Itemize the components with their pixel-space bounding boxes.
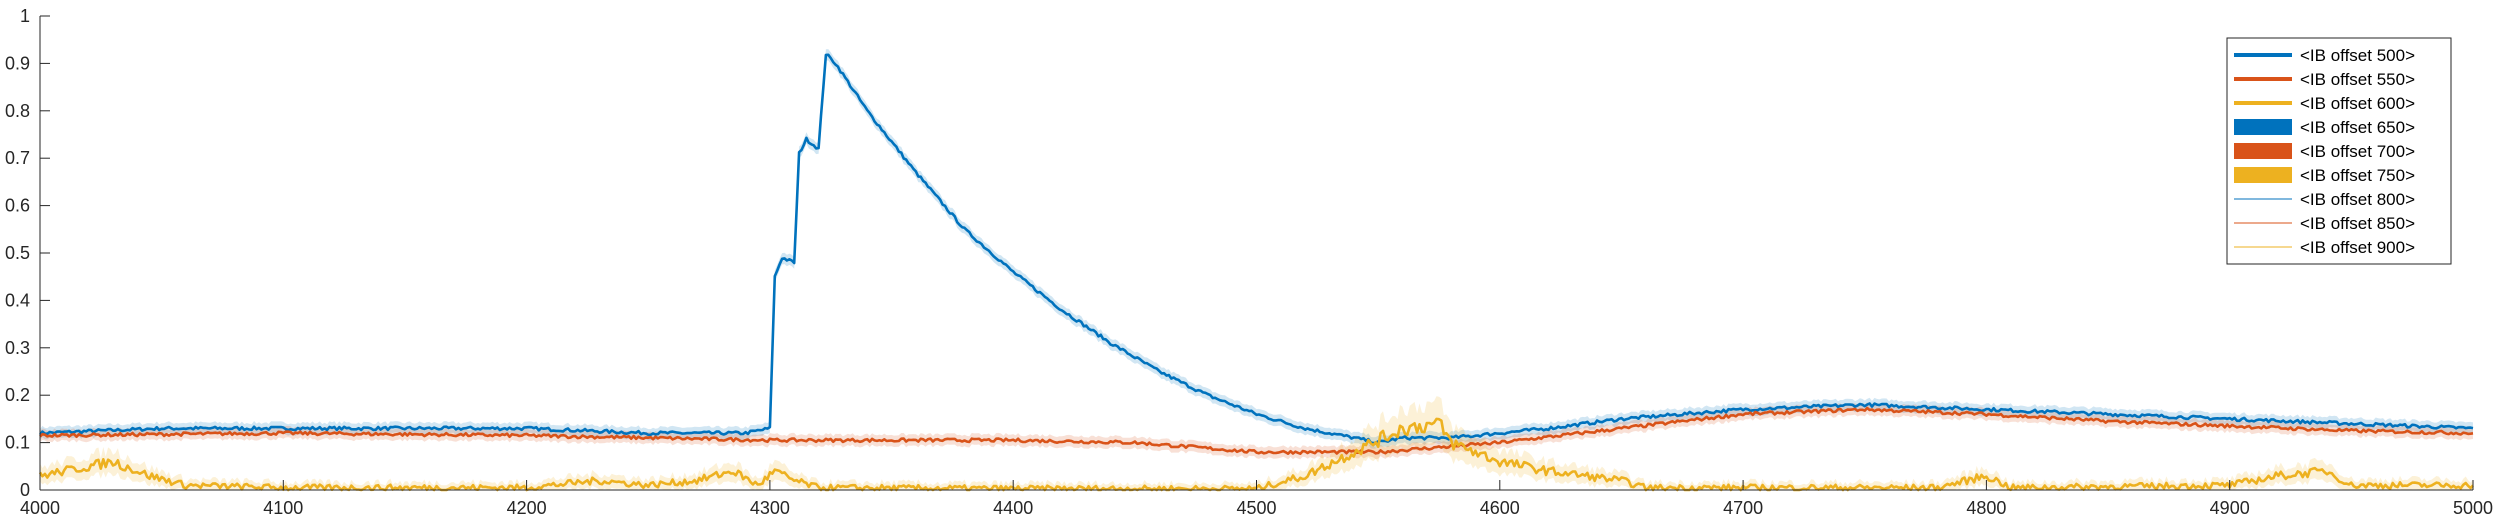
x-tick-label: 4600 [1480,498,1520,518]
y-tick-label: 0.4 [5,290,30,310]
legend-entry-label: <IB offset 600> [2300,94,2415,113]
y-tick-label: 0 [20,480,30,500]
y-tick-label: 0.5 [5,243,30,263]
y-tick-label: 0.7 [5,148,30,168]
series-line-1 [38,53,2474,445]
series-line-2 [39,406,2474,455]
series-band-2 [40,402,2473,460]
legend-swatch [2234,167,2292,183]
y-tick-label: 0.3 [5,338,30,358]
legend-entry-label: <IB offset 650> [2300,118,2415,137]
y-tick-label: 0.8 [5,101,30,121]
x-tick-label: 4800 [1966,498,2006,518]
legend-entry-label: <IB offset 500> [2300,46,2415,65]
legend-entry-label: <IB offset 750> [2300,166,2415,185]
y-tick-label: 0.1 [5,433,30,453]
y-tick-label: 0.9 [5,53,30,73]
x-tick-label: 4100 [263,498,303,518]
legend: <IB offset 500> <IB offset 550> <IB offset… [2226,37,2452,265]
legend-entry-label: <IB offset 550> [2300,70,2415,89]
y-tick-label: 0.6 [5,196,30,216]
y-tick-label: 1 [20,6,30,26]
legend-swatch [2234,143,2292,159]
y-tick-label: 0.2 [5,385,30,405]
x-tick-label: 4900 [2210,498,2250,518]
x-tick-label: 4700 [1723,498,1763,518]
x-tick-label: 4000 [20,498,60,518]
legend-entry-label: <IB offset 800> [2300,190,2415,209]
legend-entry-label: <IB offset 850> [2300,214,2415,233]
legend-entry-label: <IB offset 700> [2300,142,2415,161]
legend-entry-label: <IB offset 900> [2300,238,2415,257]
x-tick-label: 4300 [750,498,790,518]
legend-swatch [2234,119,2292,135]
x-tick-label: 5000 [2453,498,2493,518]
x-tick-label: 4500 [1236,498,1276,518]
uncertainty-bands [40,49,2473,490]
x-tick-label: 4400 [993,498,1033,518]
axes: 4000 4100 4200 4300 4400 4500 4600 4700 4800 4900… [5,6,2493,518]
x-tick-label: 4200 [507,498,547,518]
